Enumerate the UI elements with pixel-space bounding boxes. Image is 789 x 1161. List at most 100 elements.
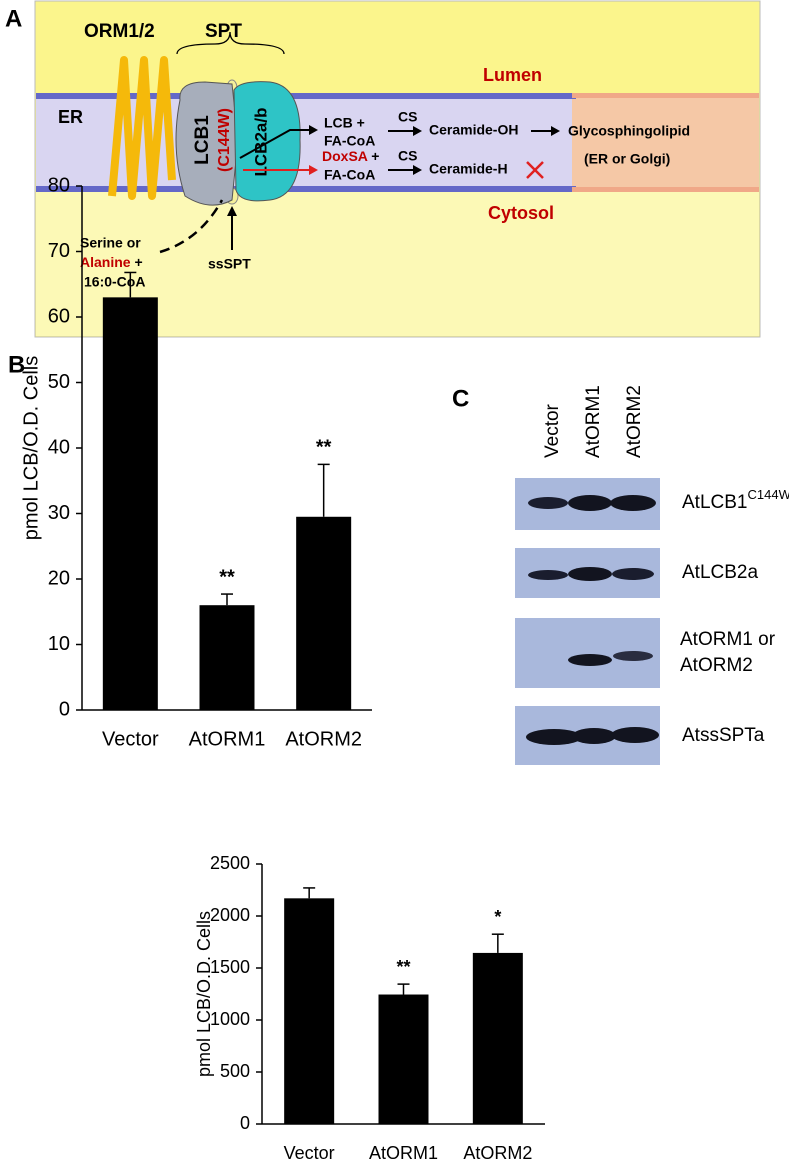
label: Alanine bbox=[80, 254, 131, 270]
label: ssSPT bbox=[208, 256, 251, 272]
arrow-head bbox=[309, 165, 318, 175]
significance-label: ** bbox=[396, 957, 410, 977]
dashed-arrow bbox=[159, 199, 224, 254]
label: Ceramide-H bbox=[429, 161, 508, 177]
membrane-line bbox=[36, 93, 576, 99]
y-tick-label: 1000 bbox=[210, 1009, 250, 1029]
label: 16:0-CoA bbox=[84, 274, 145, 290]
y-axis-label: pmol LCB/O.D. Cells bbox=[20, 356, 42, 541]
golgi-region bbox=[572, 93, 759, 192]
x-tick-label: AtORM1 bbox=[369, 1143, 438, 1161]
label: Glycosphingolipid bbox=[568, 123, 690, 139]
row-label: AtLCB1 bbox=[682, 492, 747, 513]
spt-bracket bbox=[176, 31, 285, 55]
band bbox=[528, 570, 568, 580]
label: LCB2a/b bbox=[251, 108, 270, 177]
y-tick-label: 1500 bbox=[210, 957, 250, 977]
panel-a: A ORM1/2 SPT Lumen ER LCB1 (C144W) LCB2a… bbox=[5, 0, 761, 338]
y-tick-label: 20 bbox=[48, 567, 70, 589]
lcb1-shape bbox=[175, 81, 239, 206]
bar bbox=[296, 516, 352, 710]
label: DoxSA + bbox=[322, 148, 379, 164]
y-tick-label: 10 bbox=[48, 633, 70, 655]
significance-label: ** bbox=[219, 566, 235, 588]
label: Ceramide-OH bbox=[429, 122, 518, 138]
bar bbox=[102, 297, 158, 710]
label: FA-CoA bbox=[324, 133, 375, 149]
y-tick-label: 80 bbox=[48, 174, 70, 196]
band bbox=[528, 497, 568, 509]
arrow-head bbox=[551, 126, 560, 136]
superscript: C144W bbox=[747, 487, 789, 502]
row-label: AtORM1 or bbox=[680, 629, 776, 650]
arrow-head bbox=[309, 125, 318, 135]
bar bbox=[472, 952, 523, 1124]
band bbox=[568, 567, 612, 581]
x-tick-label: Vector bbox=[284, 1143, 335, 1161]
y-tick-label: 0 bbox=[59, 698, 70, 720]
significance-label: * bbox=[494, 907, 501, 927]
arrow bbox=[239, 129, 312, 159]
band bbox=[568, 654, 612, 666]
band bbox=[611, 727, 659, 743]
label: Lumen bbox=[483, 65, 542, 85]
x-tick-label: AtORM2 bbox=[285, 728, 362, 750]
arrow-head bbox=[413, 165, 422, 175]
lane-label: Vector bbox=[542, 403, 563, 458]
band bbox=[572, 728, 616, 744]
y-tick-label: 2000 bbox=[210, 905, 250, 925]
label: + bbox=[371, 148, 379, 164]
label: Alanine + bbox=[80, 254, 143, 270]
lane-label: AtORM2 bbox=[624, 385, 645, 458]
block-mark bbox=[526, 161, 544, 179]
arrow-head bbox=[413, 126, 422, 136]
label: (ER or Golgi) bbox=[584, 151, 670, 167]
y-tick-label: 0 bbox=[240, 1113, 250, 1133]
label: ER bbox=[58, 107, 83, 127]
label: CS bbox=[398, 109, 417, 125]
label: SPT bbox=[205, 21, 242, 42]
band bbox=[526, 729, 582, 745]
row-label: AtssSPTa bbox=[682, 725, 765, 746]
band bbox=[568, 495, 612, 511]
significance-label: ** bbox=[316, 437, 332, 459]
membrane-line bbox=[572, 187, 759, 192]
label: LCB1 bbox=[192, 115, 213, 165]
bar bbox=[284, 898, 335, 1124]
panel-label: C bbox=[452, 385, 469, 412]
label: CS bbox=[398, 148, 417, 164]
y-tick-label: 60 bbox=[48, 305, 70, 327]
lane-label: AtORM1 bbox=[583, 385, 604, 458]
bar bbox=[378, 994, 429, 1124]
orm-helices bbox=[108, 56, 176, 200]
x-tick-label: AtORM2 bbox=[463, 1143, 532, 1161]
label: DoxSA bbox=[322, 148, 368, 164]
band bbox=[612, 568, 654, 580]
row-label: AtLCB1C144W bbox=[682, 487, 789, 513]
label: + bbox=[134, 254, 142, 270]
membrane-line bbox=[572, 93, 759, 98]
y-tick-label: 30 bbox=[48, 502, 70, 524]
membrane-line bbox=[36, 186, 576, 192]
panel-c: C Vector AtORM1 AtORM2 AtLCB1C144W AtLCB… bbox=[452, 385, 789, 765]
row-label: AtORM2 bbox=[680, 655, 753, 676]
label: ORM1/2 bbox=[84, 21, 155, 42]
label: Serine or bbox=[80, 235, 141, 251]
bar bbox=[199, 605, 255, 710]
lcb2-shape bbox=[233, 81, 301, 202]
x-tick-label: AtORM1 bbox=[189, 728, 266, 750]
y-tick-label: 2500 bbox=[210, 853, 250, 873]
y-tick-label: 40 bbox=[48, 436, 70, 458]
y-tick-label: 500 bbox=[220, 1061, 250, 1081]
band bbox=[613, 651, 653, 661]
band bbox=[610, 495, 656, 511]
y-axis-label: pmol LCB/O.D. Cells bbox=[194, 911, 214, 1077]
label: Cytosol bbox=[488, 203, 554, 223]
label: (C144W) bbox=[216, 108, 233, 172]
panel-label: A bbox=[5, 5, 22, 32]
y-tick-label: 70 bbox=[48, 240, 70, 262]
label: FA-CoA bbox=[324, 167, 375, 183]
label: LCB + bbox=[324, 115, 365, 131]
